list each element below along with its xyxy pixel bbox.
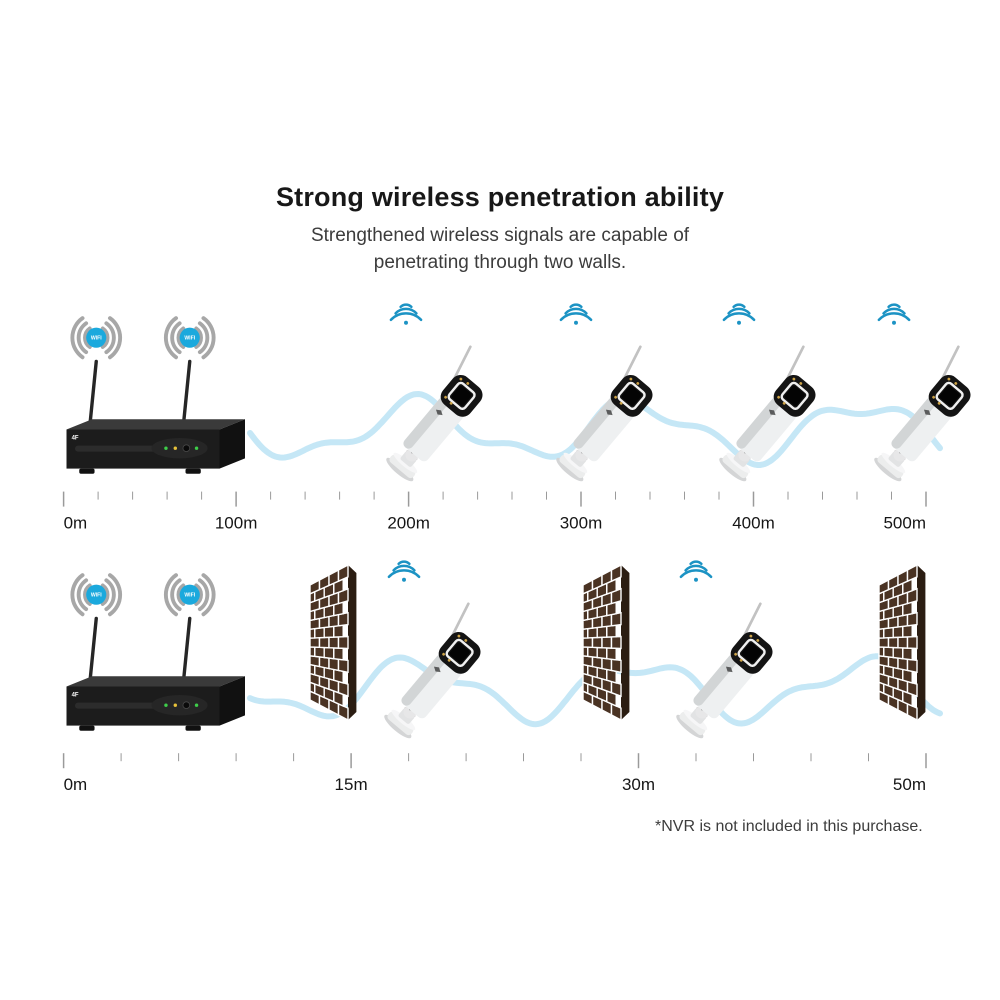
svg-text:500m: 500m xyxy=(883,514,926,533)
svg-text:WIFI: WIFI xyxy=(184,336,195,342)
svg-text:300m: 300m xyxy=(560,514,603,533)
svg-text:WIFI: WIFI xyxy=(184,593,195,599)
svg-text:30m: 30m xyxy=(622,775,655,794)
svg-text:50m: 50m xyxy=(893,775,926,794)
svg-text:4F: 4F xyxy=(72,436,79,442)
svg-text:200m: 200m xyxy=(387,514,430,533)
svg-text:WIFI: WIFI xyxy=(91,336,102,342)
svg-text:100m: 100m xyxy=(215,514,258,533)
svg-text:WIFI: WIFI xyxy=(91,593,102,599)
svg-text:0m: 0m xyxy=(64,775,88,794)
svg-text:15m: 15m xyxy=(335,775,368,794)
svg-text:4F: 4F xyxy=(72,693,79,699)
svg-text:400m: 400m xyxy=(732,514,775,533)
svg-text:0m: 0m xyxy=(64,514,88,533)
